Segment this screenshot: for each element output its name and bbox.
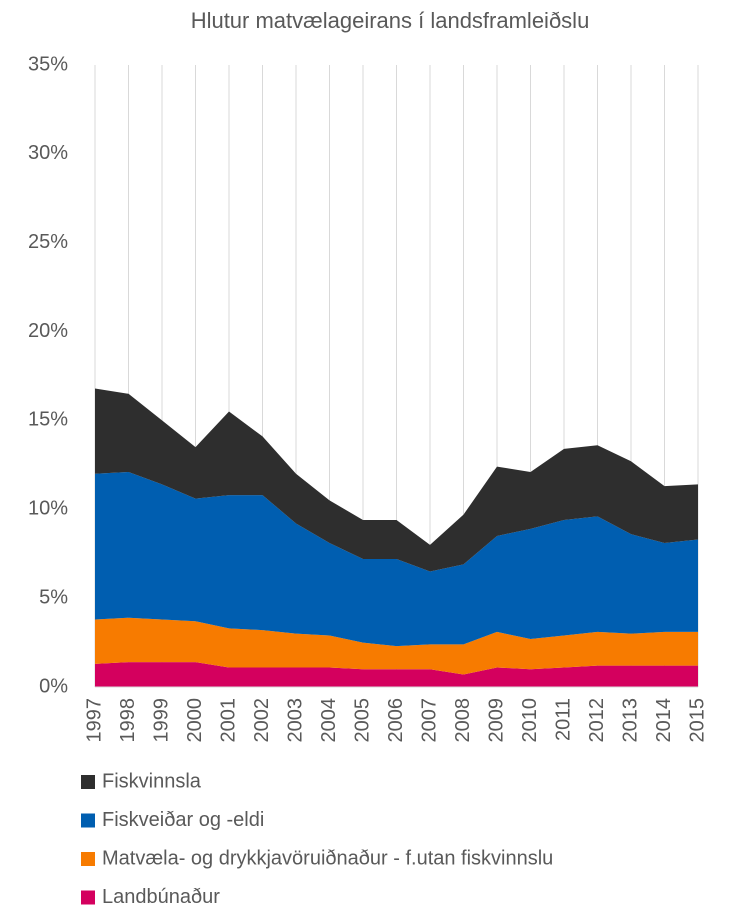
x-tick-label: 2015 [686, 698, 708, 743]
x-tick-label: 1999 [150, 698, 172, 743]
y-tick-label: 30% [28, 142, 68, 164]
y-tick-label: 0% [39, 675, 68, 697]
x-tick-label: 1997 [83, 698, 105, 743]
y-tick-label: 20% [28, 320, 68, 342]
x-tick-label: 2001 [217, 698, 239, 743]
x-tick-label: 2006 [385, 698, 407, 743]
x-tick-label: 2012 [586, 698, 608, 743]
y-tick-label: 15% [28, 409, 68, 431]
x-tick-label: 2000 [184, 698, 206, 743]
x-tick-label: 2004 [318, 698, 340, 743]
x-tick-label: 2011 [552, 698, 574, 741]
x-tick-label: 2008 [452, 698, 474, 743]
y-tick-label: 5% [39, 586, 68, 608]
x-tick-label: 2014 [653, 698, 675, 743]
y-tick-label: 25% [28, 231, 68, 253]
x-tick-label: 2005 [351, 698, 373, 743]
y-tick-label: 35% [28, 53, 68, 75]
x-tick-label: 2010 [519, 698, 541, 743]
chart-title: Hlutur matvælageirans í landsframleiðslu [191, 8, 590, 33]
area [95, 388, 698, 572]
x-tick-label: 2013 [619, 698, 641, 743]
area [95, 662, 698, 687]
legend-label: Matvæla- og drykkjavöruiðnaður - f.utan … [102, 847, 553, 869]
legend-swatch [81, 813, 95, 828]
legend-label: Fiskveiðar og -eldi [102, 809, 264, 831]
legend-swatch [81, 852, 95, 866]
x-tick-label: 2007 [418, 698, 440, 743]
legend-swatch [81, 775, 95, 789]
legend-label: Landbúnaður [102, 886, 220, 906]
x-tick-label: 2002 [251, 698, 273, 743]
x-tick-label: 2003 [284, 698, 306, 743]
x-tick-label: 2009 [485, 698, 507, 743]
legend-label: Fiskvinnsla [102, 770, 202, 792]
legend-swatch [81, 890, 95, 905]
y-tick-label: 10% [28, 498, 68, 520]
x-tick-label: 1998 [117, 698, 139, 743]
